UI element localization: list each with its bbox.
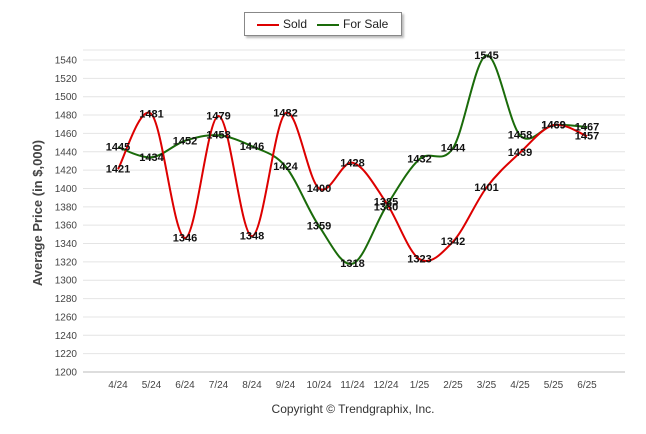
legend-item-for-sale[interactable]: For Sale — [317, 17, 388, 31]
y-axis-label: Average Price (in $,000) — [30, 140, 45, 286]
copyright-footer: Copyright © Trendgraphix, Inc. — [271, 402, 435, 416]
data-label-for-sale: 1458 — [508, 130, 532, 142]
legend-swatch-sold — [257, 23, 279, 26]
legend-swatch-for-sale — [317, 23, 339, 26]
y-tick-label: 1300 — [55, 276, 78, 287]
y-tick-label: 1200 — [55, 368, 78, 379]
legend-label-sold: Sold — [283, 17, 308, 31]
data-label-for-sale: 1444 — [441, 143, 466, 155]
series-line-sold — [117, 111, 588, 262]
y-tick-label: 1220 — [55, 349, 78, 360]
data-label-for-sale: 1359 — [307, 221, 331, 233]
series-line-for-sale — [117, 54, 588, 265]
x-axis-ticks: 4/24 5/24 6/24 7/24 8/24 9/24 10/24 11/24 12/24 1… — [108, 380, 597, 391]
data-label-sold: 1481 — [139, 109, 163, 121]
data-label-sold: 1346 — [173, 233, 197, 245]
data-label-sold: 1342 — [441, 236, 465, 248]
y-tick-label: 1440 — [55, 147, 78, 158]
y-tick-label: 1320 — [55, 257, 78, 268]
data-label-for-sale: 1380 — [374, 201, 398, 213]
legend-item-sold[interactable]: Sold — [257, 17, 307, 31]
y-tick-label: 1460 — [55, 129, 78, 140]
legend-label-for-sale: For Sale — [343, 17, 389, 31]
x-tick-label: 5/24 — [142, 380, 162, 391]
y-tick-label: 1540 — [55, 56, 78, 67]
y-tick-label: 1500 — [55, 92, 78, 103]
data-label-sold: 1457 — [575, 131, 599, 143]
data-label-sold: 1469 — [541, 120, 565, 132]
x-tick-label: 10/24 — [306, 380, 331, 391]
data-label-for-sale: 1446 — [240, 141, 264, 153]
y-tick-label: 1280 — [55, 294, 78, 305]
x-tick-label: 3/25 — [477, 380, 497, 391]
data-label-sold: 1439 — [508, 147, 532, 159]
legend: Sold For Sale — [244, 12, 402, 36]
y-tick-label: 1420 — [55, 166, 78, 177]
data-label-sold: 1428 — [340, 157, 364, 169]
data-label-sold: 1400 — [307, 183, 331, 195]
x-tick-label: 8/24 — [242, 380, 262, 391]
y-tick-label: 1260 — [55, 312, 78, 323]
y-axis-ticks: 1200 1220 1240 1260 1280 1300 1320 1340 1360 1380… — [55, 56, 78, 379]
x-tick-label: 4/25 — [510, 380, 530, 391]
x-tick-label: 11/24 — [340, 380, 365, 391]
data-label-for-sale: 1318 — [340, 258, 364, 270]
data-label-for-sale: 1458 — [206, 130, 230, 142]
data-label-for-sale: 1452 — [173, 135, 197, 147]
x-tick-label: 5/25 — [544, 380, 564, 391]
data-label-for-sale: 1545 — [474, 50, 498, 62]
y-tick-label: 1380 — [55, 202, 78, 213]
data-label-sold: 1348 — [240, 231, 264, 243]
data-label-for-sale: 1469 — [541, 120, 565, 132]
x-tick-label: 2/25 — [443, 380, 463, 391]
data-label-sold: 1482 — [273, 108, 297, 120]
data-label-for-sale: 1434 — [139, 152, 164, 164]
x-tick-label: 6/25 — [577, 380, 597, 391]
data-label-for-sale: 1445 — [106, 142, 130, 154]
x-tick-label: 4/24 — [108, 380, 128, 391]
x-tick-label: 7/24 — [209, 380, 229, 391]
y-tick-label: 1480 — [55, 111, 78, 122]
x-tick-label: 9/24 — [276, 380, 296, 391]
data-labels: 1421 1481 1346 1479 1348 1482 1400 1428 1385 1323… — [106, 50, 599, 270]
series-lines — [117, 54, 588, 265]
data-label-sold: 1479 — [206, 110, 230, 122]
data-label-sold: 1385 — [374, 197, 398, 209]
x-tick-label: 1/25 — [410, 380, 430, 391]
y-tick-label: 1520 — [55, 74, 78, 85]
y-tick-label: 1360 — [55, 221, 78, 232]
x-tick-label: 6/24 — [175, 380, 195, 391]
data-label-for-sale: 1432 — [407, 154, 431, 166]
y-tick-label: 1240 — [55, 331, 78, 342]
data-label-for-sale: 1467 — [575, 121, 599, 133]
data-label-for-sale: 1424 — [273, 161, 298, 173]
x-tick-label: 12/24 — [373, 380, 398, 391]
y-tick-label: 1400 — [55, 184, 78, 195]
y-tick-label: 1340 — [55, 239, 78, 250]
grid-lines — [83, 49, 625, 373]
data-label-sold: 1421 — [106, 164, 130, 176]
data-label-sold: 1323 — [407, 254, 431, 266]
data-label-sold: 1401 — [474, 182, 498, 194]
